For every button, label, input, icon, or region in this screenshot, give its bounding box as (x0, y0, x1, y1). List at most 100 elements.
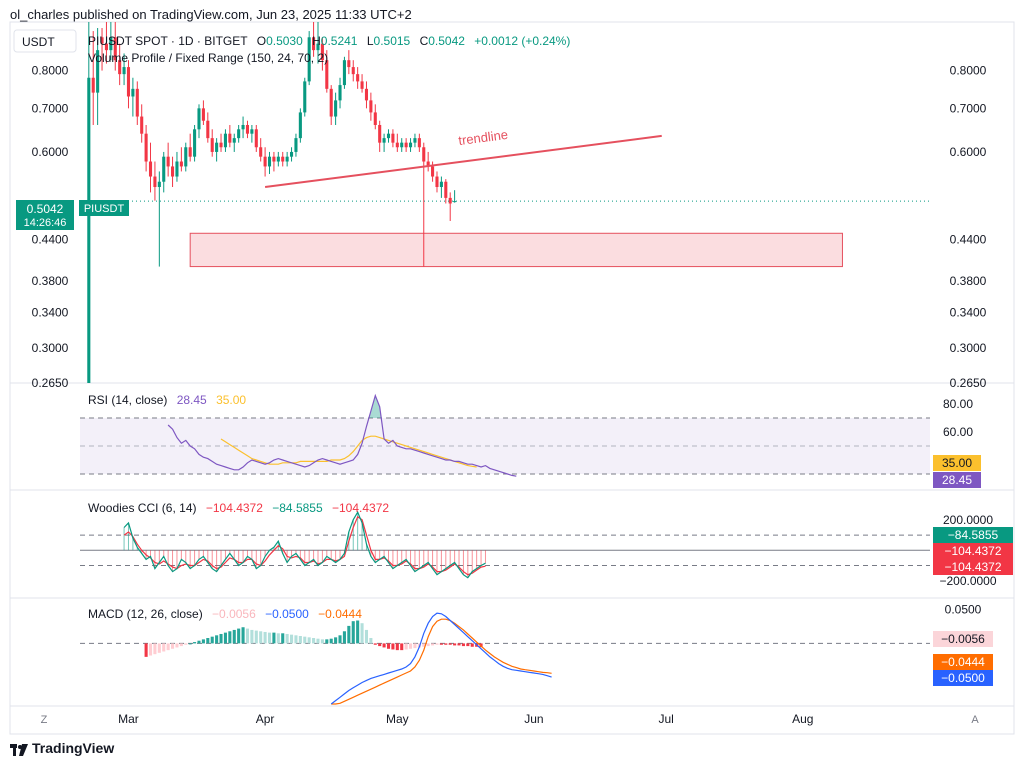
macd-hist-bar (404, 643, 408, 650)
rsi-overbought-fill (368, 395, 382, 418)
candle (369, 92, 373, 121)
rsi-line (167, 393, 517, 477)
candle (206, 112, 210, 143)
macd-hist-axis-label: −0.0056 (933, 631, 993, 647)
candle (162, 151, 166, 193)
candle (122, 53, 126, 86)
macd-hist-bar (276, 633, 280, 644)
cci-title: Woodies CCI (6, 14) (88, 501, 197, 515)
price-tick-left: 0.2650 (32, 376, 69, 390)
candle (356, 67, 360, 89)
price-tick: 0.3800 (950, 274, 987, 288)
cci-pane[interactable]: 200.0000 −200.0000 Woodies CCI (6, 14) −1… (80, 501, 1013, 588)
ohlc-c-key: C (420, 34, 429, 48)
candle (453, 190, 457, 203)
macd-pane[interactable]: 0.0500 MACD (12, 26, close) −0.0056 −0.0… (80, 603, 993, 705)
candle (316, 22, 320, 64)
macd-hist-bar (356, 620, 360, 644)
rsi-tick: 60.00 (943, 425, 973, 439)
svg-text:−84.5855: −84.5855 (948, 528, 999, 542)
macd-hist-bar (325, 639, 329, 644)
price-tick: 0.3400 (950, 306, 987, 320)
macd-hist-bar (206, 638, 210, 644)
candle (426, 151, 430, 172)
candle (171, 156, 175, 188)
scroll-left-button[interactable]: Z (33, 710, 55, 728)
svg-text:−104.4372: −104.4372 (944, 560, 1001, 574)
macd-hist-bar (431, 643, 435, 646)
candle (118, 43, 122, 86)
rsi-legend: RSI (14, close) 28.45 35.00 (88, 393, 246, 407)
candle (294, 133, 298, 157)
candle (347, 50, 351, 75)
macd-hist-bar (378, 643, 382, 647)
macd-hist-bar (272, 632, 276, 644)
macd-header-value-1: −0.0056 (212, 607, 256, 621)
macd-hist-bar (144, 643, 148, 657)
candle (201, 100, 205, 125)
macd-hist-bar (395, 643, 399, 651)
macd-tick: 0.0500 (945, 603, 982, 617)
svg-text:−104.4372: −104.4372 (944, 544, 1001, 558)
macd-hist-bar (162, 643, 166, 652)
macd-hist-bar (281, 633, 285, 644)
macd-hist-bar (329, 638, 333, 644)
candle (148, 142, 153, 193)
tradingview-brand[interactable]: TradingView (10, 740, 114, 756)
candle (325, 50, 329, 93)
macd-hist-bar (347, 625, 351, 644)
candle (232, 133, 236, 152)
svg-text:−0.0056: −0.0056 (941, 632, 985, 646)
macd-hist-bar (166, 643, 170, 651)
trendline[interactable] (264, 134, 662, 189)
macd-hist-bar (439, 643, 443, 645)
macd-hist-bar (254, 630, 258, 644)
macd-hist-bar (171, 643, 175, 649)
price-tick-left: 0.6000 (32, 145, 69, 159)
price-pane[interactable]: trendline (80, 22, 930, 384)
macd-hist-bar (435, 643, 439, 645)
macd-hist-bar (175, 643, 179, 648)
candle (342, 56, 346, 89)
candle (312, 22, 316, 57)
ohlc-h-key: H (312, 34, 321, 48)
month-tick-apr: Apr (256, 712, 275, 726)
auto-scale-label: A (971, 714, 979, 726)
time-axis[interactable]: Mar Apr May Jun Jul Aug Z A (33, 710, 986, 728)
macd-hist-bar (245, 628, 250, 644)
candle (109, 22, 113, 61)
macd-hist-bar (307, 637, 311, 644)
currency-badge[interactable]: USDT (13, 29, 77, 53)
candle (228, 124, 232, 148)
price-tick-left: 0.7000 (32, 101, 69, 115)
rsi-title: RSI (14, close) (88, 393, 167, 407)
macd-hist-bar (369, 638, 373, 644)
macd-hist-bar (320, 639, 324, 644)
cci-line (123, 510, 486, 579)
brand-label: TradingView (32, 740, 115, 756)
macd-hist-bar (351, 621, 355, 644)
rsi-ma-value: 35.00 (216, 393, 246, 407)
month-tick-jun: Jun (524, 712, 543, 726)
candle (157, 171, 161, 267)
price-tick-left: 0.8000 (32, 64, 69, 78)
auto-scale-button[interactable]: A (964, 710, 986, 728)
candle (444, 179, 448, 204)
candle (276, 151, 280, 167)
price-axis[interactable]: 0.8000 0.7000 0.6000 0.4400 0.3800 0.3400 0.30… (32, 64, 987, 390)
candle (250, 124, 254, 143)
candle (298, 108, 302, 143)
price-tick-left: 0.3400 (32, 306, 69, 320)
candle (290, 147, 294, 162)
rsi-pane[interactable]: 80.00 60.00 RSI (14, close) 28.45 35.00 3… (80, 393, 981, 488)
candle (245, 120, 250, 139)
price-tick-left: 0.4400 (32, 233, 69, 247)
macd-histogram (144, 620, 483, 657)
candle (303, 77, 307, 117)
candle (91, 31, 95, 125)
last-price-label: 0.5042 (27, 202, 64, 216)
currency-label: USDT (22, 35, 55, 49)
macd-hist-bar (215, 635, 219, 644)
candle (197, 104, 201, 139)
macd-hist-bar (184, 643, 188, 645)
